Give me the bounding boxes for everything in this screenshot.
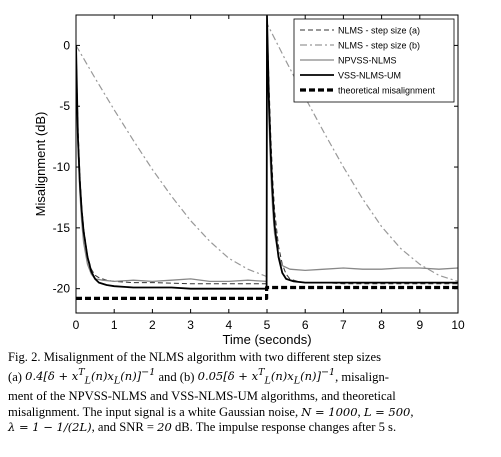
caption-text: dB. The impulse response changes after 5…	[171, 420, 397, 435]
legend-entry-5: theoretical misalignment	[338, 86, 436, 96]
series-line-5	[76, 285, 458, 300]
chart-figure: 0 1 2 3 4 5 6 7 8 9 10 0 -5 -10 -15 -20 Time (seconds) Mi…	[33, 14, 465, 347]
caption-text: ,	[410, 404, 414, 419]
x-tick-label: 3	[187, 318, 194, 332]
y-axis-label: Misalignment (dB)	[33, 112, 48, 217]
caption-text: misalignment. The input signal is a whit…	[8, 404, 302, 419]
x-tick-label: 8	[378, 318, 385, 332]
x-tick-label: 6	[302, 318, 309, 332]
figure-caption: Fig. 2. Misalignment of the NLMS algorit…	[8, 350, 496, 436]
caption-math-n: N = 1000	[301, 404, 358, 419]
caption-text: Fig. 2. Misalignment of the NLMS algorit…	[8, 350, 381, 364]
y-tick-label: -20	[53, 282, 71, 296]
legend-entry-1: NLMS - step size (a)	[338, 26, 420, 36]
series-line-4	[76, 15, 458, 290]
caption-line-3: ment of the NPVSS-NLMS and VSS-NLMS-UM a…	[8, 389, 496, 405]
caption-line-4: misalignment. The input signal is a whit…	[8, 405, 496, 421]
caption-text: ,	[357, 404, 364, 419]
x-tick-label: 2	[149, 318, 156, 332]
x-tick-label: 1	[111, 318, 118, 332]
x-axis-label: Time (seconds)	[222, 332, 311, 347]
legend: NLMS - step size (a) NLMS - step size (b)…	[293, 18, 455, 103]
x-tick-label: 4	[225, 318, 232, 332]
caption-line-2: (a) 0.4[δ + xTL(n)xL(n)]−1 and (b) 0.05[…	[8, 366, 496, 390]
y-tick-label: 0	[63, 38, 70, 52]
misalignment-chart: 0 1 2 3 4 5 6 7 8 9 10 0 -5 -10 -15 -20 Time (seconds) Mi…	[33, 14, 465, 347]
caption-math-step-a: 0.4[δ + xTL(n)xL(n)]−1	[25, 367, 156, 387]
x-tick-label: 0	[73, 318, 80, 332]
caption-math-lambda: λ = 1 − 1/(2L)	[8, 420, 92, 435]
y-tick-label: -5	[59, 99, 70, 113]
caption-math-l: L = 500	[363, 404, 411, 419]
x-tick-label: 5	[264, 318, 271, 332]
caption-text: (a)	[8, 369, 26, 384]
y-tick-label: -15	[53, 221, 71, 235]
x-tick-label: 7	[340, 318, 347, 332]
legend-entry-2: NLMS - step size (b)	[338, 41, 420, 51]
y-tick-label: -10	[53, 160, 71, 174]
caption-text: and (b)	[155, 369, 198, 384]
caption-line-5: λ = 1 − 1/(2L), and SNR = 20 dB. The imp…	[8, 420, 496, 436]
caption-text: , and SNR =	[91, 420, 158, 435]
legend-entry-4: VSS-NLMS-UM	[338, 71, 401, 81]
legend-entry-3: NPVSS-NLMS	[338, 56, 397, 66]
x-tick-label: 9	[416, 318, 423, 332]
caption-math-step-b: 0.05[δ + xTL(n)xL(n)]−1	[197, 367, 336, 387]
x-tick-label: 10	[451, 318, 465, 332]
caption-line-1: Fig. 2. Misalignment of the NLMS algorit…	[8, 350, 496, 366]
plot-area	[76, 15, 458, 300]
caption-text: ment of the NPVSS-NLMS and VSS-NLMS-UM a…	[8, 389, 396, 404]
caption-math-snr: 20	[157, 420, 172, 435]
caption-text: , misalign-	[335, 369, 389, 384]
